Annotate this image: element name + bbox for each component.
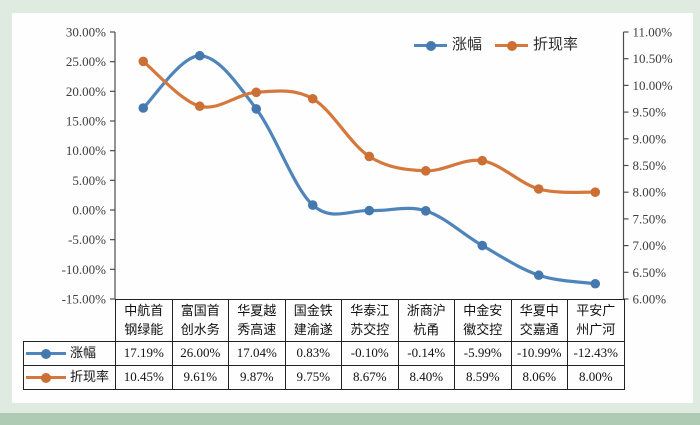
corner-cell [24, 300, 116, 342]
discount-rate-data-point [138, 56, 149, 67]
value-cell: 0.83% [284, 341, 342, 366]
left-axis-tick-label: 20.00% [66, 84, 106, 99]
value-cell: -10.99% [510, 341, 568, 366]
left-axis-tick-label: 0.00% [72, 203, 106, 218]
value-cell: 8.59% [454, 365, 512, 390]
discount-rate-data-point [477, 155, 488, 166]
left-axis-tick-label: -5.00% [68, 232, 106, 247]
left-axis-tick-label: -10.00% [62, 262, 107, 277]
left-axis-tick-label: 5.00% [72, 173, 106, 188]
value-cell: 8.67% [341, 365, 399, 390]
series-name-label: 折现率 [70, 369, 110, 385]
discount-rate-data-point [590, 187, 601, 197]
gain-series-marker-icon [26, 348, 66, 359]
right-axis-tick-label: 11.00% [633, 25, 673, 40]
right-axis: 11.00% 10.50% 10.00% 9.50% 9.00% 8.50% 8.00% 7.… [622, 25, 673, 307]
legend-item-gain: 涨幅 [414, 38, 482, 53]
chart-legend: 涨幅 折现率 [414, 38, 578, 53]
left-axis-tick-label: 25.00% [66, 54, 106, 69]
series-label-cell: 涨幅 [23, 341, 116, 366]
value-cell: -0.14% [397, 341, 455, 366]
discount-rate-data-point [364, 151, 375, 162]
right-axis-tick-label: 10.00% [633, 78, 673, 93]
discount-rate-series [138, 56, 601, 197]
gain-data-point [590, 278, 601, 289]
left-axis-tick-label: 15.00% [66, 114, 106, 129]
value-cell: 9.61% [171, 365, 229, 390]
gain-data-point [251, 104, 262, 114]
right-axis-tick-label: 10.50% [633, 51, 673, 66]
right-axis-tick-label: 6.00% [633, 292, 667, 307]
gain-data-point [477, 240, 488, 251]
gain-data-point [307, 200, 318, 210]
left-axis-tick-label: 30.00% [66, 25, 106, 40]
category-header-cell: 中航首 钢绿能 [115, 299, 173, 342]
value-cell: 8.00% [567, 365, 625, 390]
category-header-cell: 华夏越 秀高速 [228, 299, 286, 342]
discount-rate-data-point [307, 93, 318, 104]
discount-rate-series-marker-icon [26, 372, 66, 383]
legend-label-discount-rate: 折现率 [533, 37, 579, 53]
discount-rate-data-point [194, 101, 205, 112]
line-chart: 30.00% 25.00% 20.00% 15.00% 10.00% 5.00% 0.00%… [62, 25, 673, 307]
gain-data-point [533, 270, 544, 281]
chart-panel: 30.00% 25.00% 20.00% 15.00% 10.00% 5.00% 0.00%… [12, 13, 693, 403]
gain-data-point [364, 205, 375, 216]
discount-rate-data-point [251, 87, 262, 98]
series-label-cell: 折现率 [23, 365, 116, 390]
discount-rate-data-point [420, 166, 431, 176]
value-cell: -0.10% [341, 341, 399, 366]
gain-series-marker-icon [414, 40, 447, 51]
right-axis-tick-label: 8.50% [633, 158, 667, 173]
chart-data-table: 中航首 钢绿能 富国首 创水务 华夏越 秀高速 国金铁 建渝遂 华泰江 苏交控 浙商沪 杭甬 中金安 徽交… [23, 299, 625, 390]
value-cell: -12.43% [567, 341, 625, 366]
discount-rate-table-row: 折现率 10.45% 9.61% 9.87% 9.75% 8.67% 8.40% 8.59% 8… [23, 365, 625, 390]
gain-data-point [138, 103, 149, 113]
value-cell: 10.45% [115, 365, 173, 390]
legend-item-discount-rate: 折现率 [495, 38, 578, 53]
left-axis-tick-label: 10.00% [66, 143, 106, 158]
category-header-cell: 平安广 州广河 [567, 299, 625, 342]
value-cell: 26.00% [171, 341, 229, 366]
category-header-cell: 中金安 徽交控 [454, 299, 512, 342]
category-header-cell: 华泰江 苏交控 [341, 299, 399, 342]
value-cell: 9.75% [284, 365, 342, 390]
category-header-cell: 富国首 创水务 [171, 299, 229, 342]
value-cell: 17.04% [228, 341, 286, 366]
gain-data-point [420, 206, 431, 216]
value-cell: 9.87% [228, 365, 286, 390]
left-axis: 30.00% 25.00% 20.00% 15.00% 10.00% 5.00% 0.00%… [62, 25, 116, 307]
value-cell: 8.06% [510, 365, 568, 390]
discount-rate-data-point [533, 184, 544, 194]
gain-table-row: 涨幅 17.19% 26.00% 17.04% 0.83% -0.10% -0.14% -5.… [23, 341, 625, 366]
legend-label-gain: 涨幅 [452, 37, 483, 53]
series-name-label: 涨幅 [70, 345, 97, 361]
value-cell: 17.19% [115, 341, 173, 366]
right-axis-tick-label: 7.00% [633, 238, 667, 253]
right-axis-tick-label: 9.50% [633, 105, 667, 120]
category-header-cell: 华夏中 交嘉通 [510, 299, 568, 342]
category-header-cell: 浙商沪 杭甬 [397, 299, 455, 342]
value-cell: -5.99% [454, 341, 512, 366]
category-header-cell: 国金铁 建渝遂 [284, 299, 342, 342]
gain-series [138, 50, 601, 289]
right-axis-tick-label: 7.50% [633, 211, 667, 226]
left-axis-tick-label: -15.00% [62, 292, 107, 307]
table-header-row: 中航首 钢绿能 富国首 创水务 华夏越 秀高速 国金铁 建渝遂 华泰江 苏交控 浙商沪 杭甬 中金安 徽交… [24, 299, 625, 342]
gain-data-point [194, 50, 205, 61]
right-axis-tick-label: 9.00% [633, 131, 667, 146]
value-cell: 8.40% [397, 365, 455, 390]
footer-strip [0, 413, 700, 425]
right-axis-tick-label: 6.50% [633, 265, 667, 280]
discount-rate-series-marker-icon [495, 40, 529, 51]
right-axis-tick-label: 8.00% [633, 185, 667, 200]
